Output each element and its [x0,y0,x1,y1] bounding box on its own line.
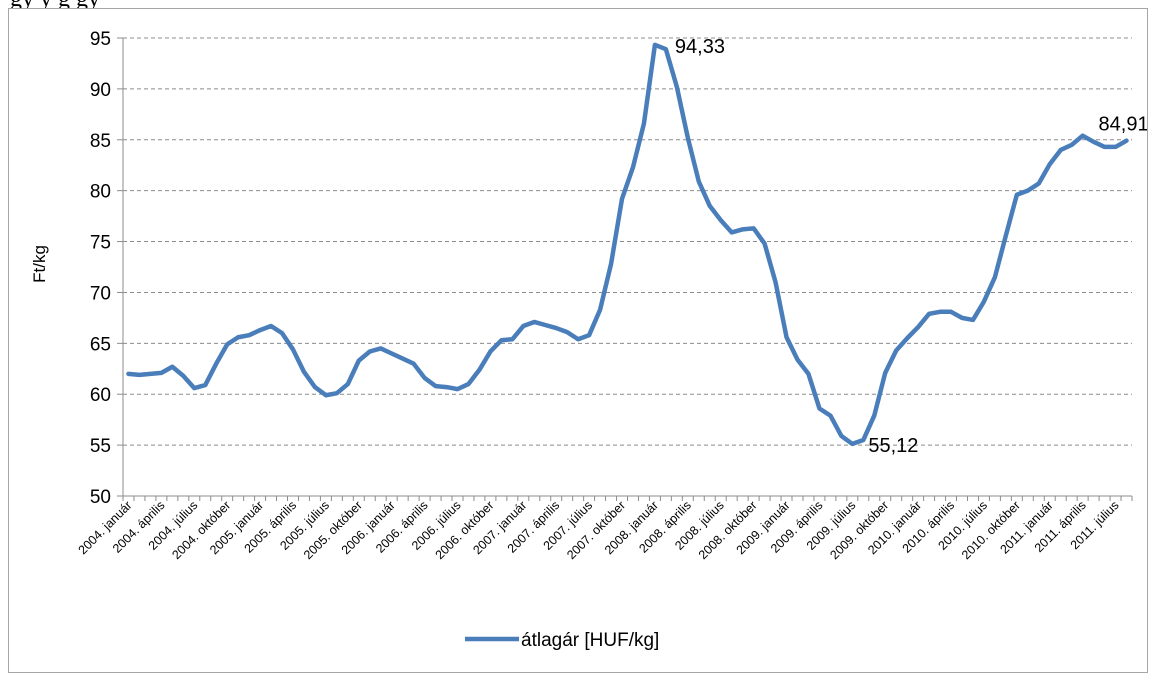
y-tick-label: 80 [90,182,111,203]
y-tick-label: 95 [90,29,111,50]
y-tick-label: 65 [90,334,111,355]
y-tick-label: 90 [90,80,111,101]
data-labels: 94,33 55,12 84,91 [675,36,1147,457]
y-tick-label: 55 [90,436,111,457]
y-tick-label: 60 [90,385,111,406]
series-line [126,42,1129,447]
y-tick-label: 70 [90,283,111,304]
legend: átlagár [HUF/kg] [465,630,659,651]
y-tick-label: 85 [90,131,111,152]
data-label: 84,91 [1099,114,1147,136]
series-layer [126,42,1129,447]
y-tick-labels: 50 55 60 65 70 75 80 85 90 95 [90,29,111,508]
legend-label: átlagár [HUF/kg] [521,630,659,651]
data-label: 94,33 [675,36,725,58]
axes [117,37,1133,501]
data-label: 55,12 [868,435,918,457]
chart-frame: 50 55 60 65 70 75 80 85 90 95 2004. január 2004. á… [8,8,1148,673]
y-tick-label: 75 [90,233,111,254]
y-tick-label: 50 [90,487,111,508]
y-axis-title: Ft/kg [30,245,49,283]
gridlines [123,37,1132,446]
